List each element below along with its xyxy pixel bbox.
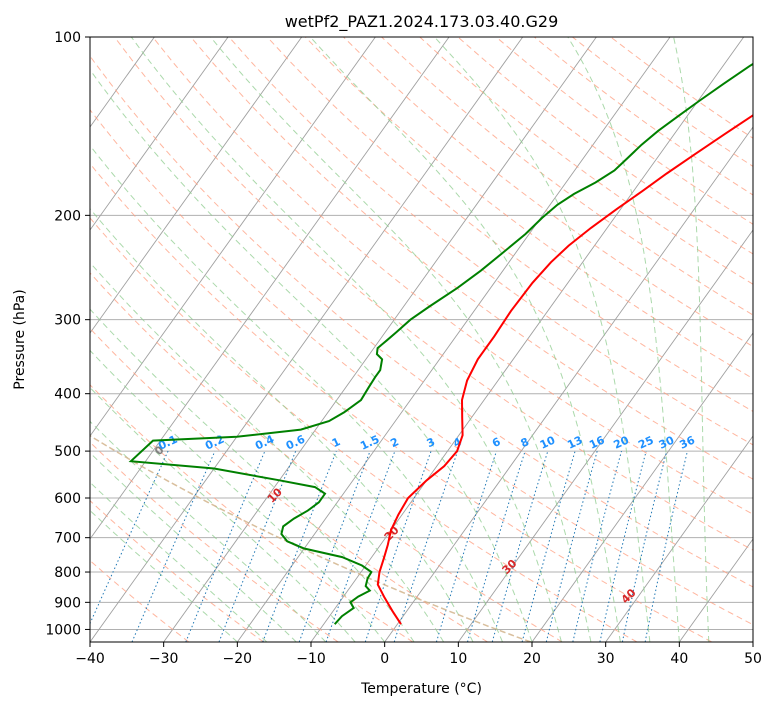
mixing-ratio-label: 30 xyxy=(657,433,677,451)
x-axis-title: Temperature (°C) xyxy=(360,681,482,697)
x-tick-label: 10 xyxy=(449,651,467,667)
mixing-ratio-label: 10 xyxy=(538,433,558,451)
moist-adiabat-line xyxy=(90,386,356,642)
moist-adiabat-line xyxy=(90,308,415,642)
moist-adiabat-line xyxy=(567,37,680,642)
x-tick-label: −10 xyxy=(296,651,326,667)
dry-adiabat-line xyxy=(381,37,753,316)
isotherm-line xyxy=(163,37,597,642)
isotherm-line xyxy=(90,37,303,334)
reference-lines xyxy=(90,37,753,642)
isotherm-line xyxy=(678,538,753,642)
x-tick-label: 30 xyxy=(597,651,615,667)
mixing-ratio-line xyxy=(599,450,647,642)
dry-adiabat-line xyxy=(114,37,753,551)
isotherm-line xyxy=(531,332,753,642)
mixing-ratio-line xyxy=(621,450,668,642)
mixing-ratio-label: 36 xyxy=(678,433,698,451)
moist-adiabat-line xyxy=(90,261,445,642)
mixing-ratio-label: 20 xyxy=(612,433,632,451)
mixing-ratio-line xyxy=(364,450,432,642)
moist-adiabat-line xyxy=(434,37,651,642)
x-tick-label: −30 xyxy=(149,651,179,667)
mixing-ratio-line xyxy=(262,450,337,642)
moist-adiabat-line xyxy=(90,452,297,642)
isotherm-line xyxy=(90,37,450,540)
isotherm-line xyxy=(457,229,753,642)
mixing-ratio-line xyxy=(545,450,598,642)
moist-adiabat-line xyxy=(90,509,238,642)
y-tick-label: 800 xyxy=(54,565,81,581)
isotherm-line xyxy=(236,37,671,642)
dry-adiabat-line xyxy=(190,37,753,480)
isotherm-line xyxy=(384,126,753,642)
y-tick-label: 500 xyxy=(54,444,81,460)
x-tick-label: −40 xyxy=(75,651,105,667)
isotherm-line xyxy=(90,37,229,231)
dry-adiabat-line xyxy=(90,384,414,642)
moist-adiabat-line xyxy=(90,68,533,642)
dry-adiabat-line xyxy=(228,37,753,446)
moist-adiabat-line xyxy=(130,37,562,642)
y-tick-label: 100 xyxy=(54,30,81,46)
dewpoint-profile xyxy=(128,62,753,625)
x-tick-label: 50 xyxy=(744,651,762,667)
dry-adiabat-line xyxy=(90,500,264,642)
moist-adiabat-line xyxy=(90,481,268,642)
dry-adiabat-line xyxy=(90,272,563,642)
y-tick-label: 600 xyxy=(54,491,81,507)
mixing-ratio-label: 13 xyxy=(565,434,584,452)
x-tick-label: −20 xyxy=(223,651,253,667)
mixing-ratio-label: 16 xyxy=(587,433,607,451)
chart-title: wetPf2_PAZ1.2024.173.03.40.G29 xyxy=(285,12,559,32)
dry-adiabat-line xyxy=(90,217,638,642)
y-tick-label: 200 xyxy=(54,208,81,224)
mixing-ratio-line xyxy=(572,450,622,642)
y-tick-label: 400 xyxy=(54,387,81,403)
dry-adiabat-line xyxy=(343,37,753,348)
mixing-ratio-line xyxy=(393,450,459,642)
isotherm-line xyxy=(605,435,753,642)
stability-curve xyxy=(90,434,532,642)
mixing-ratio-line xyxy=(325,450,396,642)
y-tick-label: 700 xyxy=(54,531,81,547)
plot-frame xyxy=(89,36,754,643)
dry-adiabat-line xyxy=(90,162,712,642)
y-tick-label: 900 xyxy=(54,595,81,611)
mixing-ratio-line xyxy=(491,450,549,642)
mixing-ratio-line xyxy=(131,450,216,642)
moist-adiabat-line xyxy=(309,37,621,642)
mixing-ratio-line xyxy=(521,450,576,642)
x-tick-label: 40 xyxy=(670,651,688,667)
isotherm-line xyxy=(90,37,524,642)
x-tick-label: 0 xyxy=(380,651,389,667)
dry-adiabat-line xyxy=(152,37,753,515)
moist-adiabat-line xyxy=(673,37,710,642)
moist-adiabat-line xyxy=(90,207,474,642)
dry-adiabat-line xyxy=(90,108,753,626)
mixing-ratio-line xyxy=(298,450,371,642)
dry-adiabat-line xyxy=(419,37,753,285)
y-tick-label: 300 xyxy=(54,313,81,329)
temperature-profile xyxy=(376,114,753,625)
mixing-ratio-line xyxy=(467,450,526,642)
mixing-ratio-line xyxy=(644,450,688,642)
moist-adiabat-line xyxy=(90,349,386,642)
mixing-ratio-line xyxy=(435,450,497,642)
mixing-ratio-line xyxy=(185,450,266,642)
mixing-ratio-label: 25 xyxy=(636,434,655,452)
dry-adiabat-line xyxy=(90,55,753,588)
axes: −40 −30 −20 −10 0 10 20 30 40 50 1000 900 800 700 600 5… xyxy=(45,30,762,667)
x-tick-label: 20 xyxy=(523,651,541,667)
sounding-profiles xyxy=(128,62,753,625)
y-tick-label: 1000 xyxy=(45,622,81,638)
y-axis-title: Pressure (hPa) xyxy=(12,289,28,389)
dry-adiabat-line xyxy=(90,327,488,642)
moist-adiabat-line xyxy=(210,37,592,642)
mixing-ratio-line xyxy=(218,450,297,642)
isotherm-line xyxy=(90,37,376,437)
